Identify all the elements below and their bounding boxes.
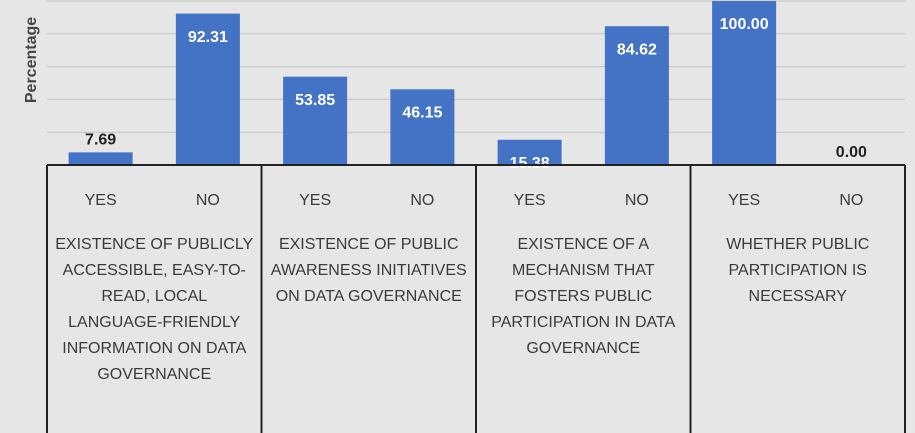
group-label: EXISTENCE OF PUBLICLY ACCESSIBLE, EASY-T… xyxy=(55,236,254,383)
data-label: 92.31 xyxy=(188,29,228,46)
x-tick-label: NO xyxy=(625,192,649,209)
bar xyxy=(390,89,455,165)
data-label: 7.69 xyxy=(85,132,116,149)
data-label: 84.62 xyxy=(617,41,657,58)
x-tick-label: YES xyxy=(514,192,546,209)
bar xyxy=(712,1,777,165)
data-label: 100.00 xyxy=(720,16,769,33)
bar xyxy=(175,13,240,165)
bar xyxy=(604,26,669,165)
bar xyxy=(283,76,348,165)
x-tick-label: NO xyxy=(196,192,220,209)
data-label: 46.15 xyxy=(402,105,442,122)
x-tick-label: YES xyxy=(728,192,760,209)
data-label: 15.38 xyxy=(510,155,550,172)
group-label: EXISTENCE OF A MECHANISM THAT FOSTERS PU… xyxy=(491,236,676,357)
group-label: EXISTENCE OF PUBLIC AWARENESS INITIATIVE… xyxy=(270,236,467,305)
group-label: WHETHER PUBLIC PARTICIPATION IS NECESSAR… xyxy=(726,236,870,305)
bar xyxy=(497,139,562,165)
data-label: 0.00 xyxy=(836,144,867,161)
data-label: 53.85 xyxy=(295,92,335,109)
x-tick-label: NO xyxy=(839,192,863,209)
x-tick-label: NO xyxy=(410,192,434,209)
y-axis-label: Percentage xyxy=(23,17,40,103)
x-tick-label: YES xyxy=(85,192,117,209)
bar xyxy=(68,152,133,165)
x-tick-label: YES xyxy=(299,192,331,209)
